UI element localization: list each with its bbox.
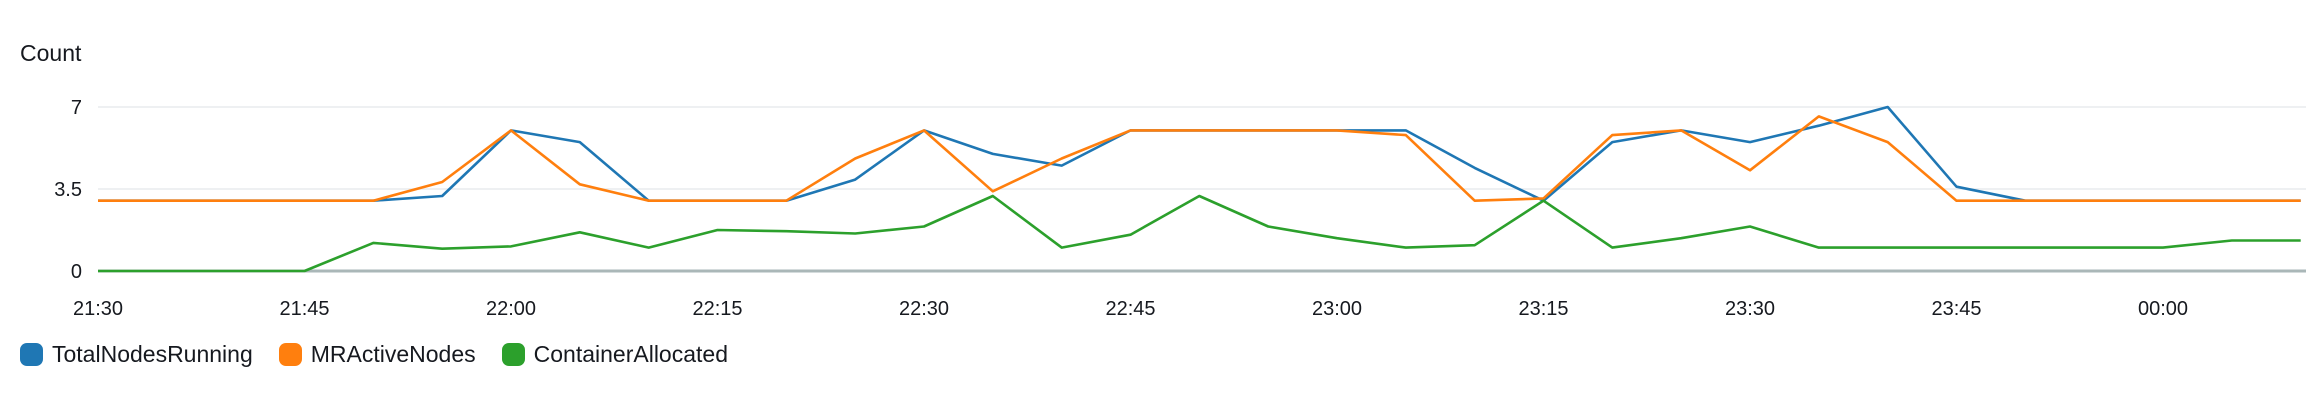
gridlines (98, 106, 2306, 273)
x-tick-label: 23:45 (1931, 298, 1981, 320)
series-line-ContainerAllocated (98, 194, 2301, 273)
legend-item-TotalNodesRunning[interactable]: TotalNodesRunning (20, 341, 253, 368)
x-tick-labels: 21:30 21:45 22:00 22:15 22:30 22:45 23:00 23:15… (73, 298, 2188, 320)
x-tick-label: 22:30 (899, 298, 949, 320)
legend: TotalNodesRunning MRActiveNodes ContainerA… (20, 341, 754, 368)
x-tick-label: 23:30 (1725, 298, 1775, 320)
x-tick-label: 22:45 (1105, 298, 1155, 320)
legend-item-MRActiveNodes[interactable]: MRActiveNodes (278, 341, 476, 368)
legend-label: ContainerAllocated (533, 341, 728, 367)
y-tick-label: 3.5 (54, 179, 82, 201)
x-tick-label: 23:15 (1518, 298, 1568, 320)
x-tick-label: 21:30 (73, 298, 123, 320)
x-tick-label: 00:00 (2138, 298, 2188, 320)
series-line-MRActiveNodes (98, 115, 2301, 202)
legend-swatch (278, 343, 302, 366)
legend-label: MRActiveNodes (310, 341, 476, 367)
x-tick-label: 23:00 (1312, 298, 1362, 320)
legend-swatch (20, 343, 43, 366)
y-tick-labels: 03.57 (54, 97, 82, 283)
legend-label: TotalNodesRunning (52, 341, 253, 367)
x-tick-label: 22:00 (486, 298, 536, 320)
series-lines (98, 105, 2301, 273)
y-axis-title: Count (20, 40, 82, 66)
y-tick-label: 7 (71, 97, 82, 119)
legend-swatch (501, 343, 525, 366)
legend-item-ContainerAllocated[interactable]: ContainerAllocated (501, 341, 728, 368)
x-tick-label: 21:45 (279, 298, 329, 320)
x-tick-label: 22:15 (692, 298, 742, 320)
y-tick-label: 0 (71, 261, 82, 283)
